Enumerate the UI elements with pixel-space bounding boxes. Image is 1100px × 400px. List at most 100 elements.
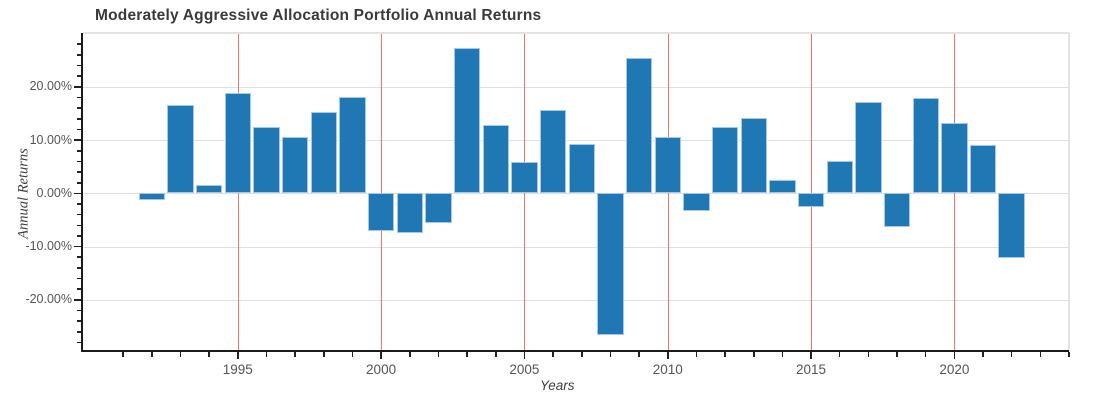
y-minor-tick [77, 160, 81, 163]
bar-1997 [281, 136, 309, 194]
x-tick-label: 2015 [796, 362, 827, 377]
y-minor-tick [77, 288, 81, 291]
x-tick-label: 2020 [939, 362, 970, 377]
y-minor-tick [77, 43, 81, 45]
bar-2006 [539, 110, 567, 194]
x-minor-tick [1068, 352, 1070, 357]
x-minor-tick [924, 352, 927, 357]
x-minor-tick [724, 352, 726, 357]
x-minor-tick [580, 352, 583, 357]
bar-2010 [654, 136, 681, 194]
bar-2011 [683, 193, 710, 211]
v-gridline [811, 33, 813, 350]
bar-1993 [167, 105, 194, 194]
y-minor-tick [77, 256, 81, 259]
y-minor-tick [77, 267, 81, 269]
x-minor-tick [982, 352, 984, 357]
x-minor-tick [208, 352, 210, 357]
y-major-tick [74, 139, 81, 141]
spine-bottom [81, 350, 1069, 352]
x-minor-tick [609, 352, 612, 357]
x-major-tick [523, 352, 526, 359]
x-major-tick [666, 352, 669, 359]
bar-1994 [195, 185, 223, 194]
bar-2012 [711, 126, 739, 194]
x-minor-tick [265, 352, 268, 357]
bar-2005 [511, 161, 538, 194]
y-tick-label: 0.00% [36, 185, 72, 200]
bar-1992 [138, 193, 165, 200]
x-minor-tick [695, 352, 698, 357]
h-gridline [83, 193, 1069, 195]
x-minor-tick [1039, 352, 1042, 357]
bar-1995 [224, 92, 251, 194]
y-minor-tick [77, 277, 81, 280]
bar-2004 [482, 125, 509, 194]
x-tick-label: 2010 [652, 362, 683, 377]
y-minor-tick [77, 331, 81, 333]
y-minor-tick [77, 341, 81, 344]
y-major-tick [74, 192, 81, 195]
bar-2016 [826, 160, 853, 194]
x-major-tick [810, 352, 812, 359]
v-gridline [381, 33, 383, 350]
y-minor-tick [77, 235, 81, 237]
y-minor-tick [77, 213, 81, 216]
y-major-tick [74, 299, 81, 301]
bar-2008 [597, 193, 624, 335]
x-major-tick [953, 352, 956, 359]
x-minor-tick [838, 352, 841, 357]
bar-2020 [941, 123, 968, 194]
bar-2001 [396, 193, 423, 234]
y-minor-tick [77, 64, 81, 67]
y-minor-tick [77, 107, 81, 109]
h-gridline [83, 246, 1069, 248]
bar-2017 [855, 101, 882, 194]
x-minor-tick [122, 352, 124, 357]
x-major-tick [380, 352, 382, 359]
bar-2014 [769, 179, 796, 194]
y-tick-label: 20.00% [29, 79, 72, 94]
chart-title: Moderately Aggressive Allocation Portfol… [95, 7, 542, 24]
y-minor-tick [77, 117, 81, 120]
y-minor-tick [77, 128, 81, 131]
y-tick-label: 10.00% [29, 132, 72, 147]
x-minor-tick [294, 352, 296, 357]
x-minor-tick [896, 352, 898, 357]
bar-1998 [310, 111, 337, 194]
y-major-tick [74, 245, 81, 248]
x-minor-tick [1010, 352, 1013, 357]
bar-2022 [998, 193, 1025, 259]
bar-2007 [568, 143, 595, 194]
y-major-tick [74, 86, 81, 88]
y-tick-label: -20.00% [25, 292, 72, 307]
bar-2013 [740, 118, 767, 194]
bar-2021 [969, 144, 997, 194]
bar-2019 [912, 97, 939, 194]
x-tick-label: 2005 [509, 362, 540, 377]
y-minor-tick [77, 54, 81, 56]
y-minor-tick [77, 309, 81, 312]
x-minor-tick [437, 352, 440, 357]
y-minor-tick [77, 181, 81, 184]
x-minor-tick [494, 352, 497, 357]
h-gridline [83, 140, 1069, 142]
x-minor-tick [781, 352, 784, 357]
x-minor-tick [408, 352, 411, 357]
y-minor-tick [77, 96, 81, 99]
y-minor-tick [77, 224, 81, 227]
x-major-tick [236, 352, 239, 359]
h-gridline [83, 86, 1069, 88]
x-minor-tick [752, 352, 755, 357]
y-tick-label: -10.00% [25, 239, 72, 254]
x-minor-tick [179, 352, 182, 357]
bar-2000 [367, 193, 395, 232]
x-tick-label: 2000 [366, 362, 397, 377]
bar-2015 [797, 193, 825, 207]
x-minor-tick [867, 352, 870, 357]
y-minor-tick [77, 149, 81, 152]
bar-1999 [339, 97, 366, 194]
bar-2003 [453, 47, 481, 194]
spine-top [83, 32, 1069, 34]
